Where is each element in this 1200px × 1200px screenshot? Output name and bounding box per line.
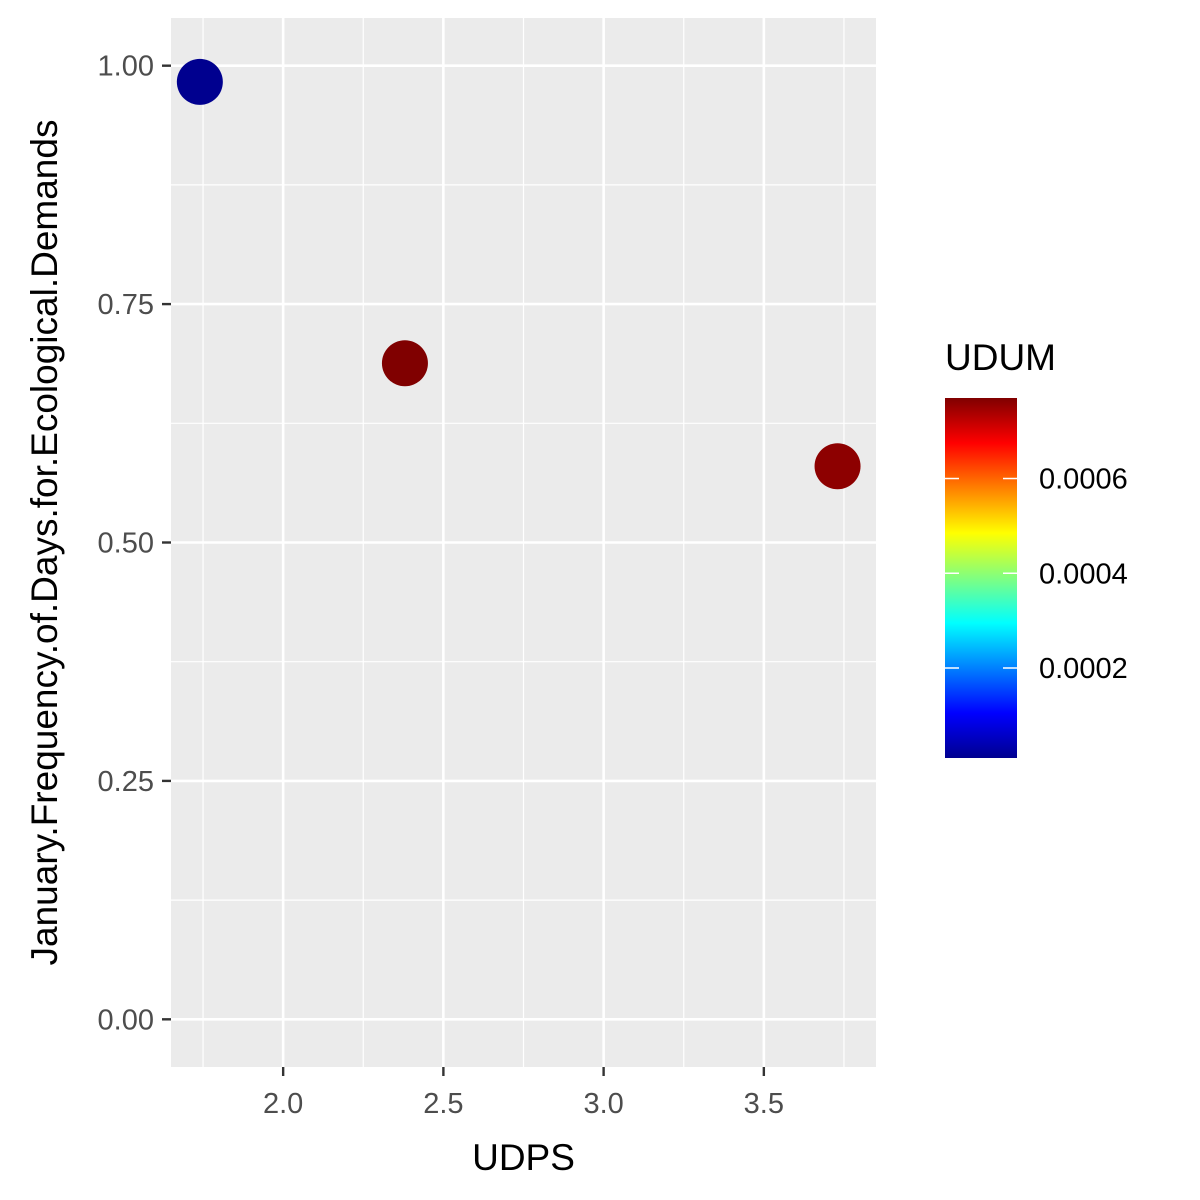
y-tick-label: 0.50 [98, 528, 154, 560]
major-gridlines [171, 18, 876, 1067]
y-tick-label: 0.75 [98, 289, 154, 321]
data-point [814, 443, 861, 490]
legend-tick-label: 0.0002 [1039, 653, 1128, 685]
y-tick-label: 0.25 [98, 766, 154, 798]
color-legend: UDUM 0.0002 0.0004 0.0006 [945, 337, 1128, 758]
legend-title: UDUM [945, 337, 1056, 378]
x-axis-title: UDPS [472, 1137, 575, 1178]
legend-ticks: 0.0002 0.0004 0.0006 [945, 464, 1128, 685]
x-tick-label: 3.5 [744, 1088, 784, 1120]
x-tick-label: 3.0 [583, 1088, 623, 1120]
legend-colorbar [945, 398, 1017, 758]
y-axis-ticks: 0.00 0.25 0.50 0.75 1.00 [98, 51, 171, 1036]
x-tick-label: 2.0 [263, 1088, 303, 1120]
x-tick-label: 2.5 [423, 1088, 463, 1120]
legend-tick-label: 0.0006 [1039, 464, 1128, 496]
data-points [176, 58, 861, 490]
data-point [176, 58, 223, 105]
legend-tick-label: 0.0004 [1039, 558, 1128, 590]
data-point [381, 340, 428, 387]
y-axis-title: January.Frequency.of.Days.for.Ecological… [24, 120, 65, 966]
y-tick-label: 0.00 [98, 1004, 154, 1036]
y-tick-label: 1.00 [98, 51, 154, 83]
x-axis-ticks: 2.0 2.5 3.0 3.5 [263, 1067, 784, 1120]
